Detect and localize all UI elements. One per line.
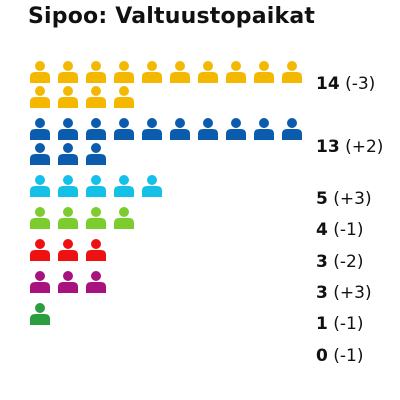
seat-count: 3 xyxy=(316,252,328,272)
seat-icon-row-2-9 xyxy=(254,118,274,140)
seat-count: 14 xyxy=(316,74,340,94)
seat-icon-row-1-10 xyxy=(282,61,302,83)
seat-icon-row-1-2 xyxy=(58,61,78,83)
seat-change: (-1) xyxy=(327,346,364,366)
row-label-5: 3 (-2) xyxy=(316,252,363,272)
seat-icon-row-1-13 xyxy=(86,86,106,108)
seat-icon-row-5-2 xyxy=(58,239,78,261)
seat-icon-row-2-12 xyxy=(58,143,78,165)
seat-icon-row-4-2 xyxy=(58,207,78,229)
row-label-1: 14 (-3) xyxy=(316,74,375,94)
seat-icon-row-1-11 xyxy=(30,86,50,108)
seat-icon-row-6-3 xyxy=(86,271,106,293)
seat-icon-row-2-1 xyxy=(30,118,50,140)
seat-icon-row-2-7 xyxy=(198,118,218,140)
row-label-4: 4 (-1) xyxy=(316,220,363,240)
seat-icon-row-1-8 xyxy=(226,61,246,83)
seat-icon-row-2-2 xyxy=(58,118,78,140)
seat-icon-row-1-7 xyxy=(198,61,218,83)
seat-icon-row-2-8 xyxy=(226,118,246,140)
seat-icon-row-6-1 xyxy=(30,271,50,293)
seat-icon-row-2-11 xyxy=(30,143,50,165)
seat-icon-row-3-1 xyxy=(30,175,50,197)
seat-count: 5 xyxy=(316,189,328,209)
seat-icon-row-1-9 xyxy=(254,61,274,83)
row-label-2: 13 (+2) xyxy=(316,137,383,157)
seat-icon-row-2-13 xyxy=(86,143,106,165)
seat-count: 3 xyxy=(316,283,328,303)
seat-change: (+2) xyxy=(339,137,384,157)
seat-icon-row-1-3 xyxy=(86,61,106,83)
seat-icon-row-1-4 xyxy=(114,61,134,83)
seat-icon-row-1-1 xyxy=(30,61,50,83)
seat-change: (+3) xyxy=(327,189,372,209)
seat-change: (-3) xyxy=(339,74,376,94)
seat-icon-row-2-6 xyxy=(170,118,190,140)
seat-icon-row-3-3 xyxy=(86,175,106,197)
seat-icon-row-6-2 xyxy=(58,271,78,293)
seat-count: 4 xyxy=(316,220,328,240)
seat-change: (-1) xyxy=(327,314,364,334)
seat-icon-row-1-12 xyxy=(58,86,78,108)
seat-icon-row-2-4 xyxy=(114,118,134,140)
seat-count: 0 xyxy=(316,346,328,366)
seat-icon-row-3-5 xyxy=(142,175,162,197)
row-label-3: 5 (+3) xyxy=(316,189,372,209)
seat-icon-row-3-4 xyxy=(114,175,134,197)
seat-icon-row-4-1 xyxy=(30,207,50,229)
seat-icon-row-3-2 xyxy=(58,175,78,197)
seat-icon-row-7-1 xyxy=(30,303,50,325)
seat-icon-row-4-3 xyxy=(86,207,106,229)
seat-icon-row-1-6 xyxy=(170,61,190,83)
row-label-7: 1 (-1) xyxy=(316,314,363,334)
row-label-8: 0 (-1) xyxy=(316,346,363,366)
seat-icon-row-5-3 xyxy=(86,239,106,261)
seat-change: (+3) xyxy=(327,283,372,303)
seat-change: (-2) xyxy=(327,252,364,272)
chart-title: Sipoo: Valtuustopaikat xyxy=(28,4,316,29)
seat-icon-row-2-5 xyxy=(142,118,162,140)
seat-count: 1 xyxy=(316,314,328,334)
seat-count: 13 xyxy=(316,137,340,157)
seat-icon-row-1-14 xyxy=(114,86,134,108)
seat-icon-row-1-5 xyxy=(142,61,162,83)
seat-icon-row-4-4 xyxy=(114,207,134,229)
seat-icon-row-2-3 xyxy=(86,118,106,140)
seat-icon-row-5-1 xyxy=(30,239,50,261)
seat-change: (-1) xyxy=(327,220,364,240)
row-label-6: 3 (+3) xyxy=(316,283,372,303)
seat-icon-row-2-10 xyxy=(282,118,302,140)
